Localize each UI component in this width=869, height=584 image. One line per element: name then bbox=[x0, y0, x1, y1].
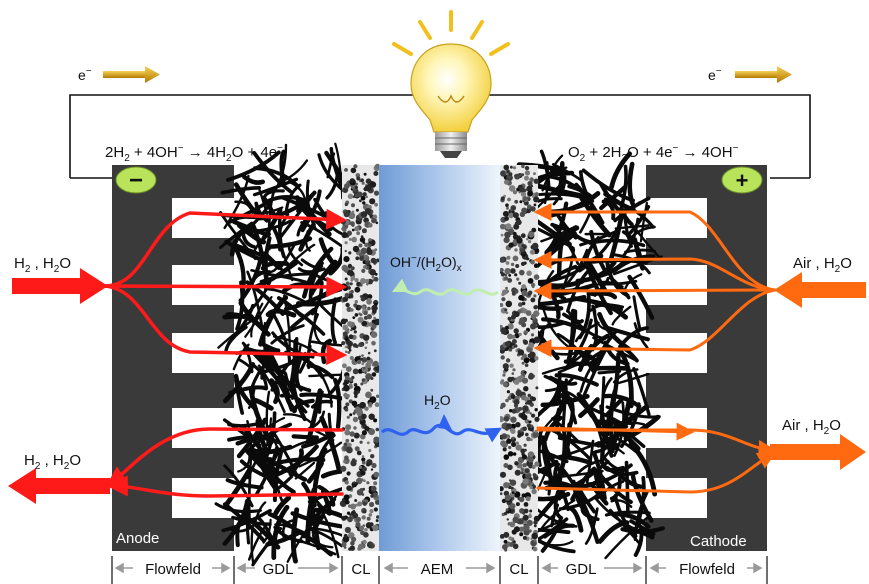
negative-terminal: − bbox=[115, 166, 157, 194]
air-outlet-arrow bbox=[770, 434, 866, 470]
water-label: H2O bbox=[424, 392, 451, 412]
layer-label-flowfield-anode: Flowfeld bbox=[145, 561, 201, 578]
anode-reaction: 2H2 + 4OH− → 4H2O + 4e− bbox=[105, 143, 283, 164]
layer-label-aem: AEM bbox=[421, 561, 454, 578]
anode-catalyst-layer bbox=[339, 163, 381, 551]
hydrogen-inlet-arrow bbox=[12, 268, 108, 304]
cathode-catalyst-layer bbox=[498, 164, 541, 552]
hydrogen-flow-arrows bbox=[103, 208, 348, 498]
electron-label-left: e− bbox=[78, 66, 92, 83]
cathode-reaction: O2 + 2H2O + 4e− → 4OH− bbox=[568, 143, 739, 164]
light-bulb-icon bbox=[392, 10, 510, 158]
anode-label: Anode bbox=[116, 530, 159, 547]
svg-text:−: − bbox=[129, 167, 143, 194]
electron-label-right: e− bbox=[708, 66, 722, 83]
anion-exchange-membrane bbox=[379, 165, 500, 551]
layer-label-cl-anode: CL bbox=[351, 561, 370, 578]
hydrogen-outlet-arrow bbox=[8, 468, 110, 504]
layer-scale: Flowfeld GDL CL AEM CL GDL Flowfeld bbox=[111, 556, 768, 584]
positive-terminal: + bbox=[721, 166, 763, 194]
air-inlet-arrow bbox=[774, 272, 866, 308]
hydroxide-transport-arrow bbox=[391, 278, 499, 296]
svg-text:+: + bbox=[736, 168, 749, 193]
air-flow-arrows bbox=[533, 203, 777, 494]
layer-label-flowfield-cathode: Flowfeld bbox=[679, 561, 735, 578]
cathode-flowfield bbox=[645, 165, 767, 551]
cathode-label: Cathode bbox=[690, 533, 747, 550]
air-outlet-label: Air , H2O bbox=[782, 417, 841, 437]
air-inlet-label: Air , H2O bbox=[793, 255, 852, 275]
layer-label-cl-cathode: CL bbox=[509, 561, 528, 578]
electron-arrow-right bbox=[735, 66, 792, 83]
layer-label-gdl-cathode: GDL bbox=[566, 561, 597, 578]
layer-label-gdl-anode: GDL bbox=[263, 561, 294, 578]
hydrogen-inlet-label: H2 , H2O bbox=[14, 255, 71, 275]
hydrogen-outlet-label: H2 , H2O bbox=[24, 452, 81, 472]
hydroxide-label: OH−/(H2O)x bbox=[390, 253, 462, 274]
water-transport-arrow bbox=[381, 423, 503, 443]
electron-arrow-left bbox=[103, 66, 160, 83]
